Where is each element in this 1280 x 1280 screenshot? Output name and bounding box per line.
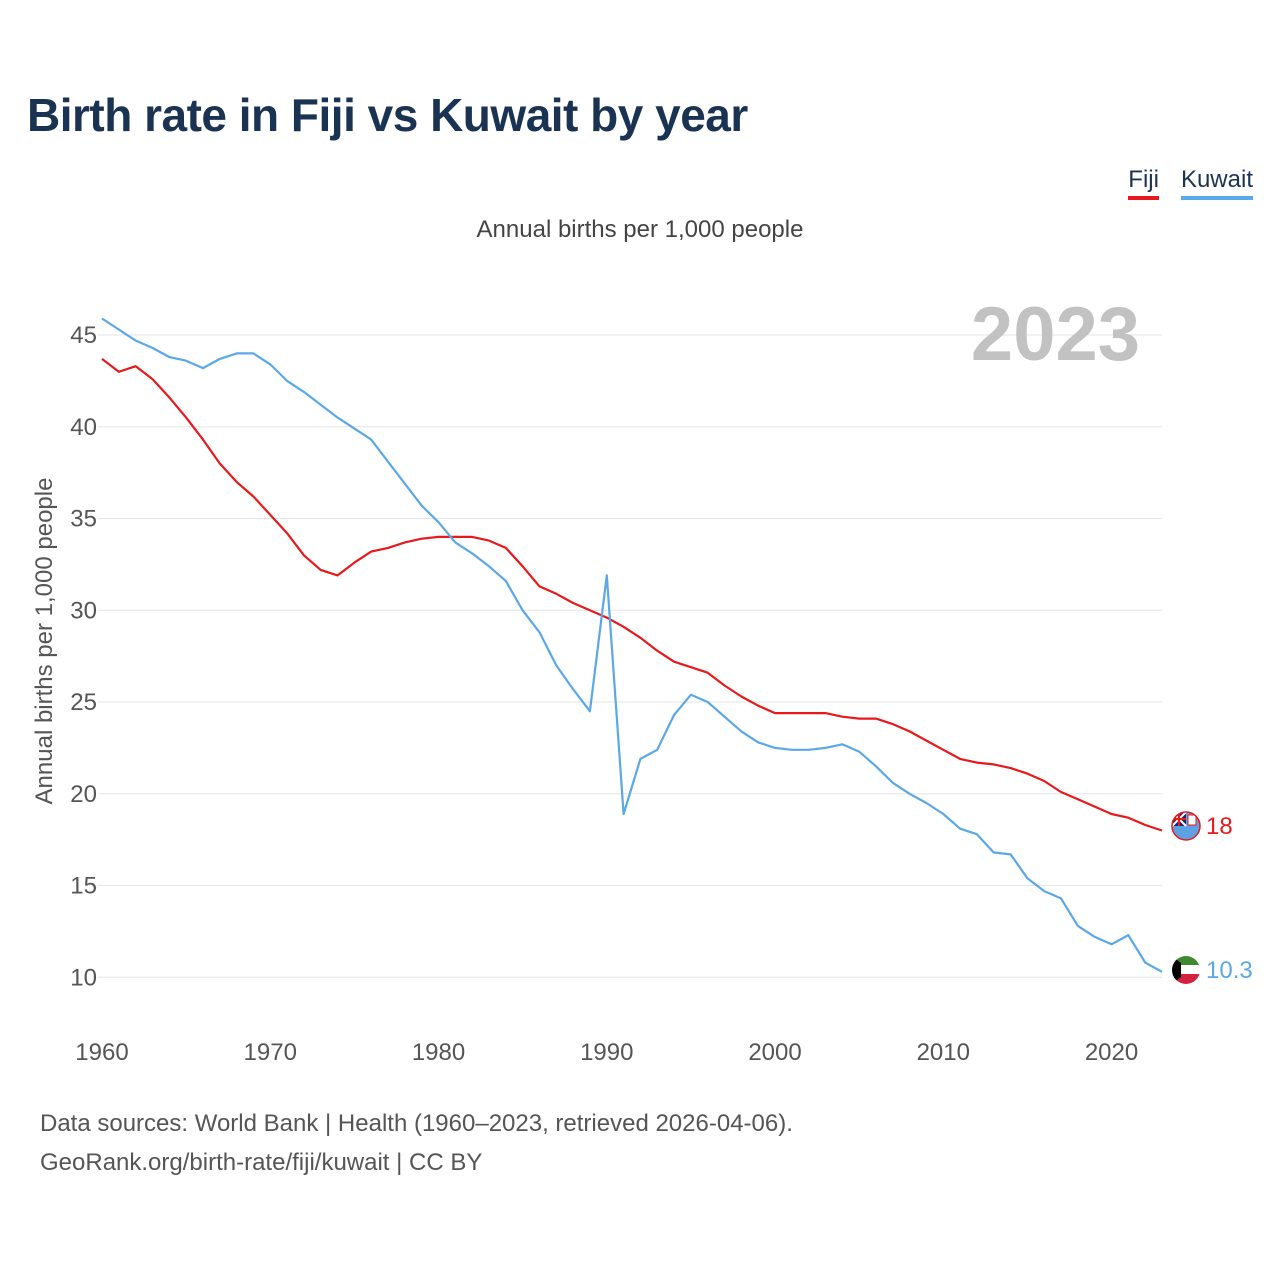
legend-item-fiji[interactable]: Fiji [1128,166,1159,200]
chart-title: Birth rate in Fiji vs Kuwait by year [27,89,748,141]
y-tick-label: 20 [70,781,97,808]
source-link[interactable]: GeoRank.org/birth-rate/fiji/kuwait | CC … [40,1149,483,1176]
fiji-flag-icon [1171,811,1201,841]
x-tick-label: 1990 [580,1039,633,1066]
y-tick-label: 35 [70,506,97,533]
x-tick-label: 1980 [412,1039,465,1066]
series-line-fiji [101,358,1163,832]
y-tick-label: 45 [70,322,97,349]
x-tick-label: 2010 [917,1039,970,1066]
y-tick-label: 15 [70,873,97,900]
gridlines [98,334,1162,978]
y-axis-label: Annual births per 1,000 people [31,478,58,805]
series-line-kuwait [101,317,1163,973]
kuwait-flag-icon [1172,956,1200,984]
data-sources: Data sources: World Bank | Health (1960–… [40,1110,793,1137]
year-badge: 2023 [971,292,1140,377]
axis-ticks: 10 15 20 25 30 35 40 45 1960 1970 1980 1990 2000 2010… [70,322,1138,1066]
y-tick-label: 25 [70,689,97,716]
x-tick-label: 2000 [748,1039,801,1066]
y-tick-label: 40 [70,414,97,441]
chart-subtitle: Annual births per 1,000 people [476,216,804,243]
fiji-end-value: 18 [1206,813,1233,840]
legend-item-kuwait[interactable]: Kuwait [1180,166,1253,200]
footer: Data sources: World Bank | Health (1960–… [40,1104,793,1182]
kuwait-end-value: 10.3 [1206,957,1253,984]
y-tick-label: 10 [70,964,97,991]
x-tick-label: 1970 [244,1039,297,1066]
x-tick-label: 2020 [1085,1039,1138,1066]
legend: Fiji Kuwait [1128,166,1253,200]
x-tick-label: 1960 [75,1039,128,1066]
series [101,317,1163,973]
y-tick-label: 30 [70,597,97,624]
